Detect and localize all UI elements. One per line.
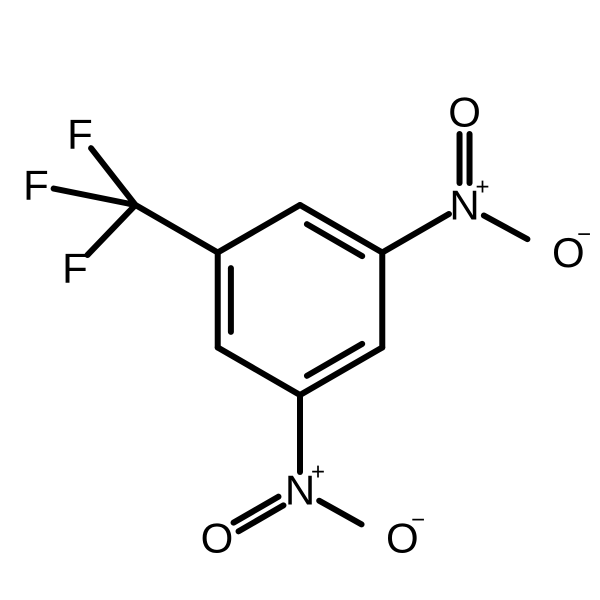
charge-minus: − bbox=[411, 507, 425, 534]
charge-minus: − bbox=[577, 221, 591, 248]
charge-plus: + bbox=[311, 459, 325, 486]
oxygen-atom: O bbox=[201, 515, 234, 562]
molecule-diagram: FFFN+OO−N+OO− bbox=[0, 0, 600, 600]
charge-plus: + bbox=[476, 174, 490, 201]
oxygen-atom: O bbox=[448, 89, 481, 136]
fluorine-atom: F bbox=[67, 111, 93, 158]
fluorine-atom: F bbox=[62, 245, 88, 292]
fluorine-atom: F bbox=[23, 162, 49, 209]
